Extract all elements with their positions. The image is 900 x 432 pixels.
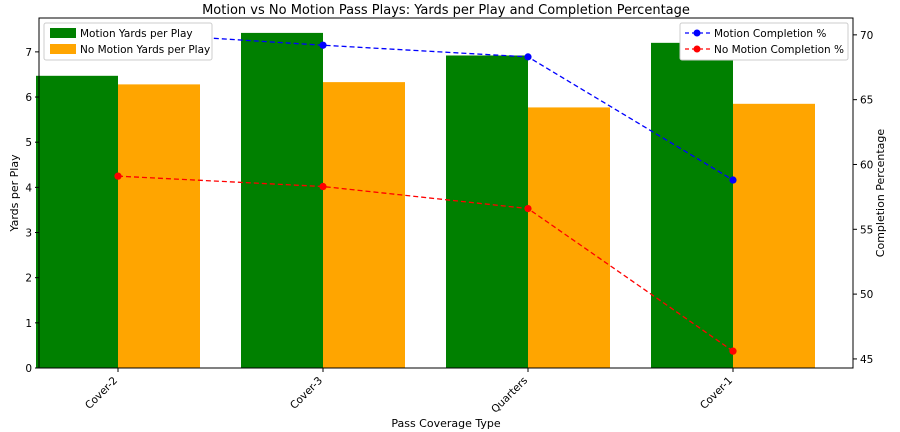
bars-layer — [36, 32, 815, 369]
y2-tick-label: 50 — [860, 289, 873, 301]
point-no-motion-3 — [729, 347, 737, 355]
y2-tick-label: 70 — [860, 30, 873, 42]
lines-layer — [114, 28, 737, 355]
y-tick-label: 5 — [25, 137, 32, 149]
line-no-motion-completion — [117, 175, 734, 352]
x-tick-label: Cover-1 — [698, 375, 735, 412]
line-legend-label-motion: Motion Completion % — [714, 28, 826, 40]
point-motion-2 — [524, 53, 532, 61]
y-tick-label: 2 — [25, 273, 32, 285]
y2-axis-label: Completion Percentage — [874, 129, 887, 258]
bar-legend-box — [43, 22, 213, 61]
y-tick-label: 6 — [25, 92, 32, 104]
x-axis-label: Pass Coverage Type — [391, 417, 501, 430]
line-legend-marker-no-motion — [693, 45, 701, 53]
y-axis-label: Yards per Play — [8, 154, 21, 233]
bar-legend-label-no-motion: No Motion Yards per Play — [80, 44, 210, 56]
y-tick-label: 4 — [25, 182, 32, 194]
bar-legend-label-motion: Motion Yards per Play — [80, 28, 193, 40]
bar-motion-2 — [446, 55, 528, 368]
bar-motion-3 — [651, 42, 733, 368]
bar-motion-1 — [241, 32, 323, 368]
x-tick-label: Cover-3 — [288, 375, 325, 412]
x-axis-ticks: Cover-2 Cover-3 Quarters Cover-1 — [83, 368, 735, 416]
y-tick-label: 3 — [25, 228, 32, 240]
bar-no-motion-3 — [733, 103, 815, 368]
bar-no-motion-2 — [528, 107, 610, 368]
x-tick-label: Quarters — [489, 375, 530, 416]
point-motion-3 — [729, 176, 737, 184]
bar-no-motion-1 — [323, 82, 405, 369]
line-legend-box — [679, 22, 849, 61]
bar-motion-0 — [36, 75, 118, 368]
line-legend: Motion Completion % No Motion Completion… — [679, 22, 849, 61]
x-tick-label: Cover-2 — [83, 375, 120, 412]
y2-tick-label: 65 — [860, 95, 873, 107]
point-motion-1 — [319, 41, 327, 49]
line-legend-label-no-motion: No Motion Completion % — [714, 44, 844, 56]
bar-legend-swatch-no-motion — [50, 44, 76, 54]
y2-tick-label: 60 — [860, 159, 873, 171]
y2-tick-label: 55 — [860, 224, 873, 236]
y2-tick-label: 45 — [860, 354, 873, 366]
y2-axis-ticks: 45 50 55 60 65 70 — [853, 30, 873, 366]
bar-legend: Motion Yards per Play No Motion Yards pe… — [43, 22, 213, 61]
bar-legend-swatch-motion — [50, 28, 76, 38]
chart-title: Motion vs No Motion Pass Plays: Yards pe… — [202, 3, 690, 18]
y-tick-label: 7 — [25, 47, 32, 59]
y-axis-ticks: 0 1 2 3 4 5 6 7 — [25, 47, 39, 375]
point-no-motion-2 — [524, 204, 532, 213]
point-no-motion-0 — [114, 172, 122, 180]
bar-no-motion-0 — [118, 84, 200, 369]
point-no-motion-1 — [319, 182, 327, 191]
line-legend-marker-motion — [693, 29, 701, 37]
y-tick-label: 0 — [25, 363, 32, 375]
plot-frame — [38, 17, 854, 369]
line-motion-completion — [117, 31, 734, 181]
y-tick-label: 1 — [25, 318, 32, 330]
